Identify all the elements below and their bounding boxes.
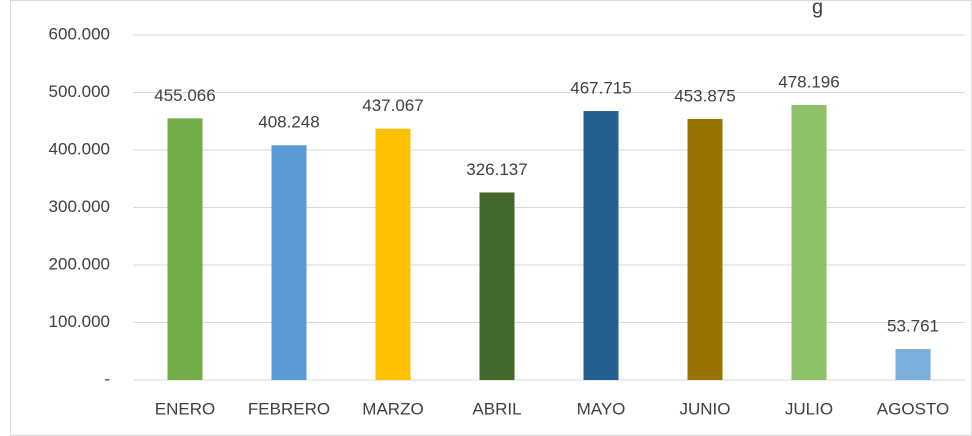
chart-title: g xyxy=(812,0,823,18)
data-label: 455.066 xyxy=(154,86,215,105)
x-tick-label: ABRIL xyxy=(472,399,521,418)
data-label: 408.248 xyxy=(258,113,319,132)
data-label: 53.761 xyxy=(887,317,939,336)
bar xyxy=(583,111,619,380)
bar xyxy=(167,118,203,381)
x-tick-label: AGOSTO xyxy=(877,399,949,418)
data-label: 453.875 xyxy=(674,87,735,106)
y-tick-label: 300.000 xyxy=(49,197,110,216)
y-tick-label: - xyxy=(104,369,110,388)
data-label: 437.067 xyxy=(362,96,423,115)
x-tick-label: FEBRERO xyxy=(248,399,330,418)
bar xyxy=(375,128,411,380)
x-tick-label: MAYO xyxy=(577,399,626,418)
data-label: 478.196 xyxy=(778,73,839,92)
x-tick-label: JULIO xyxy=(785,399,833,418)
x-tick-label: JUNIO xyxy=(680,399,731,418)
x-tick-label: MARZO xyxy=(362,399,423,418)
y-tick-label: 500.000 xyxy=(49,82,110,101)
x-tick-label: ENERO xyxy=(155,399,215,418)
bar xyxy=(687,119,723,380)
y-tick-label: 200.000 xyxy=(49,254,110,273)
bar xyxy=(895,349,931,380)
data-label: 326.137 xyxy=(466,160,527,179)
bar xyxy=(791,105,827,381)
bar xyxy=(479,192,515,380)
data-label: 467.715 xyxy=(570,79,631,98)
y-tick-label: 100.000 xyxy=(49,312,110,331)
y-tick-label: 400.000 xyxy=(49,139,110,158)
y-tick-label: 600.000 xyxy=(49,24,110,43)
bar xyxy=(271,145,307,380)
